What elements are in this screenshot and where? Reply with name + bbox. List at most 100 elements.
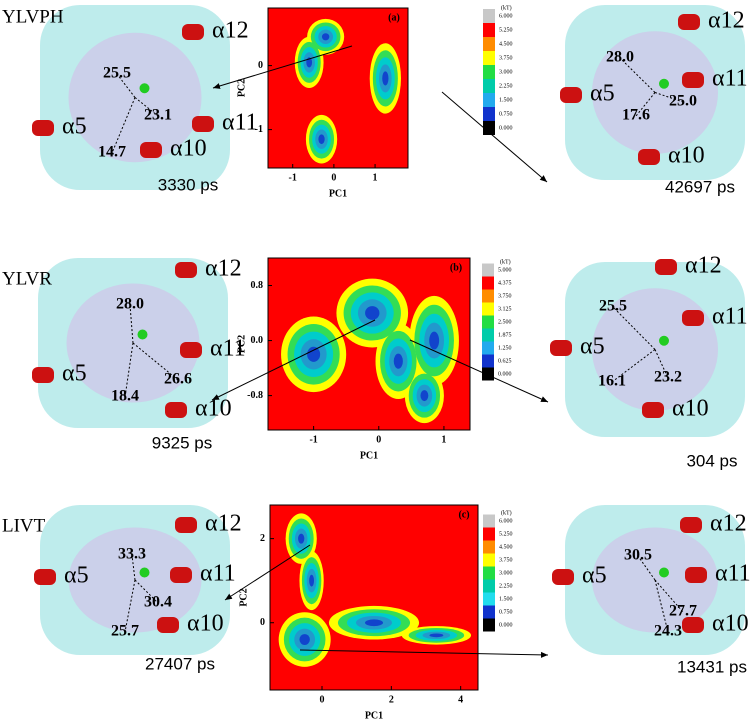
helix bbox=[32, 367, 54, 383]
distance-label: 25.5 bbox=[103, 65, 131, 82]
basin bbox=[299, 634, 310, 646]
helix-label: α5 bbox=[62, 114, 87, 140]
colorbar-swatch bbox=[483, 37, 495, 51]
helix-label: α10 bbox=[712, 611, 749, 637]
time-label: 304 ps bbox=[686, 451, 737, 470]
x-tick-label: 4 bbox=[458, 694, 463, 705]
landscape bbox=[278, 513, 472, 667]
colorbar-label: 4.375 bbox=[498, 280, 512, 286]
colorbar-label: 5.000 bbox=[498, 267, 512, 273]
arrow bbox=[211, 319, 376, 401]
helix bbox=[678, 14, 700, 30]
colorbar-title: (kT) bbox=[500, 258, 511, 265]
helix bbox=[34, 569, 56, 585]
panel-label: (a) bbox=[388, 12, 400, 23]
helix bbox=[682, 617, 704, 633]
colorbar-label: 6.000 bbox=[499, 13, 513, 19]
x-axis-label: PC1 bbox=[365, 710, 383, 720]
distance-label: 17.6 bbox=[622, 107, 650, 124]
row-name: LIVT bbox=[2, 515, 46, 536]
x-axis-label: PC1 bbox=[360, 450, 378, 461]
helix-label: α11 bbox=[712, 304, 748, 330]
distance-label: 30.4 bbox=[144, 594, 172, 611]
colorbar-label: 1.875 bbox=[498, 332, 512, 338]
colorbar-label: 3.125 bbox=[498, 306, 512, 312]
colorbar-swatch bbox=[483, 540, 495, 554]
plot-frame bbox=[267, 7, 409, 169]
distance-label: 25.0 bbox=[669, 93, 697, 110]
basin bbox=[382, 71, 389, 86]
arrow bbox=[441, 91, 548, 183]
row-name: YLVPH bbox=[2, 6, 64, 27]
helix-label: α11 bbox=[715, 561, 750, 587]
distance-label: 28.0 bbox=[606, 49, 634, 66]
x-axis-label: PC1 bbox=[329, 188, 347, 199]
colorbar-swatch bbox=[483, 93, 495, 107]
helix bbox=[170, 567, 192, 583]
time-label: 9325 ps bbox=[152, 433, 213, 452]
distance-label: 14.7 bbox=[98, 144, 126, 161]
colorbar-swatch bbox=[482, 341, 494, 355]
colorbar-swatch bbox=[482, 367, 494, 381]
helix bbox=[682, 72, 704, 88]
helix-label: α10 bbox=[672, 396, 709, 422]
colorbar-label: 3.000 bbox=[499, 570, 513, 576]
row-name: YLVR bbox=[2, 268, 52, 289]
helix-label: α11 bbox=[222, 110, 258, 136]
y-axis-label: PC2 bbox=[236, 335, 247, 353]
distance-line bbox=[654, 92, 684, 103]
colorbar-label: 3.750 bbox=[499, 55, 513, 61]
colorbar-label: 0.000 bbox=[498, 371, 512, 377]
arrow bbox=[212, 45, 353, 89]
helix bbox=[685, 567, 707, 583]
colorbar-swatch bbox=[482, 315, 494, 329]
helix-label: α5 bbox=[62, 361, 87, 387]
landscape bbox=[294, 18, 401, 164]
distance-label: 16.1 bbox=[598, 373, 626, 390]
colorbar-label: 5.250 bbox=[499, 27, 513, 33]
helix bbox=[550, 340, 572, 356]
x-tick-label: 0 bbox=[331, 172, 336, 183]
time-label: 27407 ps bbox=[145, 654, 215, 673]
time-label: 13431 ps bbox=[677, 657, 747, 676]
colorbar-swatch bbox=[482, 276, 494, 290]
helix-label: α5 bbox=[580, 334, 605, 360]
helix bbox=[642, 402, 664, 418]
y-axis-label: PC2 bbox=[238, 588, 249, 606]
distance-label: 25.5 bbox=[599, 298, 627, 315]
helix bbox=[192, 116, 214, 132]
distance-line bbox=[611, 349, 656, 383]
distance-line bbox=[134, 97, 159, 117]
colorbar-swatch bbox=[482, 263, 494, 277]
distance-line bbox=[635, 92, 656, 117]
arrow bbox=[299, 649, 549, 658]
colorbar-label: 4.500 bbox=[499, 41, 513, 47]
landscape bbox=[281, 278, 459, 424]
distance-line bbox=[116, 73, 136, 98]
colorbar-swatch bbox=[482, 289, 494, 303]
distance-label: 26.6 bbox=[164, 371, 192, 388]
colorbar-label: 0.000 bbox=[499, 622, 513, 628]
colorbar-label: 4.500 bbox=[499, 544, 513, 550]
helix-label: α10 bbox=[668, 143, 705, 169]
basin bbox=[318, 134, 325, 145]
colorbar-label: 1.500 bbox=[499, 596, 513, 602]
helix bbox=[552, 569, 574, 585]
distance-line bbox=[619, 57, 656, 93]
colorbar-label: 2.250 bbox=[499, 83, 513, 89]
colorbar-swatch bbox=[483, 514, 495, 528]
distance-label: 18.4 bbox=[111, 388, 139, 405]
colorbar-swatch bbox=[483, 553, 495, 567]
colorbar-swatch bbox=[483, 51, 495, 65]
arrow bbox=[409, 339, 549, 403]
distance-line bbox=[131, 554, 136, 581]
basin bbox=[364, 619, 384, 627]
helix-label: α12 bbox=[708, 8, 745, 34]
colorbar-label: 2.250 bbox=[499, 583, 513, 589]
colorbar-label: 5.250 bbox=[499, 531, 513, 537]
colorbar-swatch bbox=[483, 65, 495, 79]
colorbar-swatch bbox=[483, 618, 495, 632]
colorbar-label: 3.750 bbox=[498, 293, 512, 299]
helix-label: α5 bbox=[582, 563, 607, 589]
